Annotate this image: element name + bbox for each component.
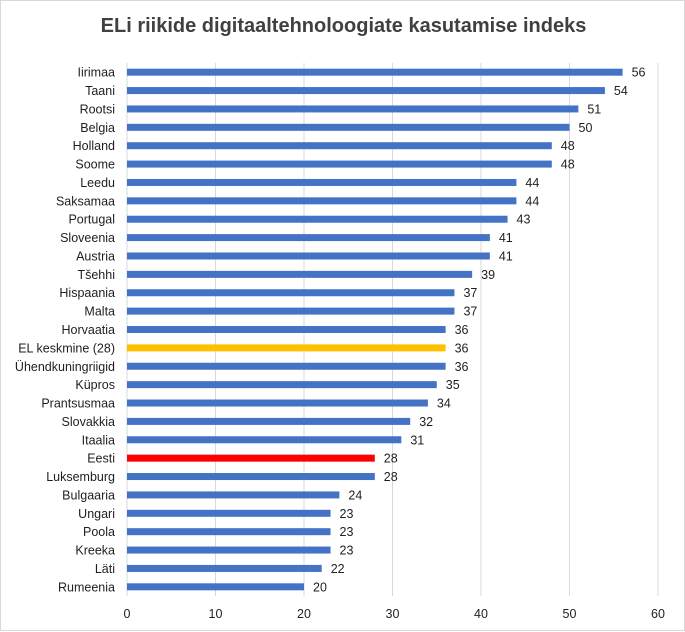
- data-label: 51: [587, 102, 601, 116]
- category-label: Slovakkia: [62, 415, 116, 429]
- category-label: Sloveenia: [60, 231, 115, 245]
- data-label: 22: [331, 562, 345, 576]
- category-label: Horvaatia: [62, 323, 116, 337]
- x-tick-label: 30: [386, 607, 400, 621]
- x-tick-label: 0: [124, 607, 131, 621]
- x-tick-label: 20: [297, 607, 311, 621]
- bar: [127, 454, 375, 462]
- category-label: Luksemburg: [46, 470, 115, 484]
- bar: [127, 123, 570, 131]
- category-label: Belgia: [80, 121, 115, 135]
- data-label: 41: [499, 231, 513, 245]
- x-tick-label: 50: [563, 607, 577, 621]
- data-label: 44: [525, 194, 539, 208]
- category-label: Iirimaa: [77, 66, 115, 80]
- bar: [127, 142, 552, 150]
- category-label: Rootsi: [80, 102, 115, 116]
- x-tick-label: 40: [474, 607, 488, 621]
- data-label: 28: [384, 452, 398, 466]
- x-tick-label: 60: [651, 607, 665, 621]
- category-label: Rumeenia: [58, 580, 115, 594]
- data-label: 28: [384, 470, 398, 484]
- category-label: Eesti: [87, 452, 115, 466]
- bar: [127, 87, 605, 95]
- category-label: Bulgaaria: [62, 488, 115, 502]
- bar: [127, 307, 455, 315]
- bar: [127, 270, 473, 278]
- data-label: 35: [446, 378, 460, 392]
- category-label: EL keskmine (28): [18, 341, 115, 355]
- bar: [127, 105, 579, 113]
- bar: [127, 583, 304, 591]
- bar: [127, 509, 331, 517]
- data-label: 31: [410, 433, 424, 447]
- bar: [127, 362, 446, 370]
- category-label: Austria: [76, 249, 115, 263]
- data-label: 41: [499, 249, 513, 263]
- bars: [127, 68, 623, 591]
- bar: [127, 564, 322, 572]
- data-label: 44: [525, 176, 539, 190]
- bar: [127, 68, 623, 76]
- category-label: Holland: [73, 139, 115, 153]
- category-label: Ungari: [78, 507, 115, 521]
- data-label: 56: [632, 66, 646, 80]
- category-label: Taani: [85, 84, 115, 98]
- data-label: 37: [463, 305, 477, 319]
- data-label: 23: [340, 507, 354, 521]
- data-label: 23: [340, 544, 354, 558]
- data-label: 20: [313, 580, 327, 594]
- bar: [127, 399, 428, 407]
- bar: [127, 326, 446, 333]
- labels: 0 10 20 30 40 50 60 Iirimaa 56 Taani 54 Rootsi 51 Bel…: [15, 66, 665, 621]
- data-label: 23: [340, 525, 354, 539]
- bar: [127, 491, 340, 499]
- category-label: Tšehhi: [77, 268, 115, 282]
- category-label: Läti: [95, 562, 115, 576]
- category-label: Prantsusmaa: [41, 397, 115, 411]
- bar: [127, 289, 455, 297]
- chart-title: ELi riikide digitaaltehnoloogiate kasuta…: [100, 15, 587, 37]
- bar: [127, 344, 446, 352]
- data-label: 24: [348, 488, 362, 502]
- bar: [127, 417, 411, 425]
- data-label: 39: [481, 268, 495, 282]
- bar: [127, 215, 508, 223]
- category-label: Küpros: [75, 378, 115, 392]
- category-label: Kreeka: [75, 544, 115, 558]
- bar: [127, 178, 517, 186]
- data-label: 54: [614, 84, 628, 98]
- data-label: 43: [517, 213, 531, 227]
- bar: [127, 381, 437, 389]
- bar: [127, 546, 331, 554]
- category-label: Ühendkuningriigid: [15, 360, 115, 374]
- category-label: Leedu: [80, 176, 115, 190]
- category-label: Itaalia: [82, 433, 115, 447]
- x-tick-label: 10: [209, 607, 223, 621]
- category-label: Soome: [75, 158, 115, 172]
- category-label: Portugal: [68, 213, 115, 227]
- bar: [127, 252, 490, 260]
- data-label: 50: [579, 121, 593, 135]
- bar: [127, 436, 402, 444]
- bar: [127, 473, 375, 481]
- data-label: 34: [437, 397, 451, 411]
- category-label: Saksamaa: [56, 194, 115, 208]
- category-label: Hispaania: [59, 286, 115, 300]
- data-label: 36: [455, 323, 469, 337]
- bar: [127, 234, 490, 242]
- category-label: Malta: [84, 305, 115, 319]
- data-label: 36: [455, 360, 469, 374]
- bar: [127, 197, 517, 205]
- data-label: 36: [455, 341, 469, 355]
- bar: [127, 528, 331, 536]
- bar: [127, 160, 552, 168]
- category-label: Poola: [83, 525, 115, 539]
- data-label: 48: [561, 158, 575, 172]
- data-label: 32: [419, 415, 433, 429]
- data-label: 48: [561, 139, 575, 153]
- data-label: 37: [463, 286, 477, 300]
